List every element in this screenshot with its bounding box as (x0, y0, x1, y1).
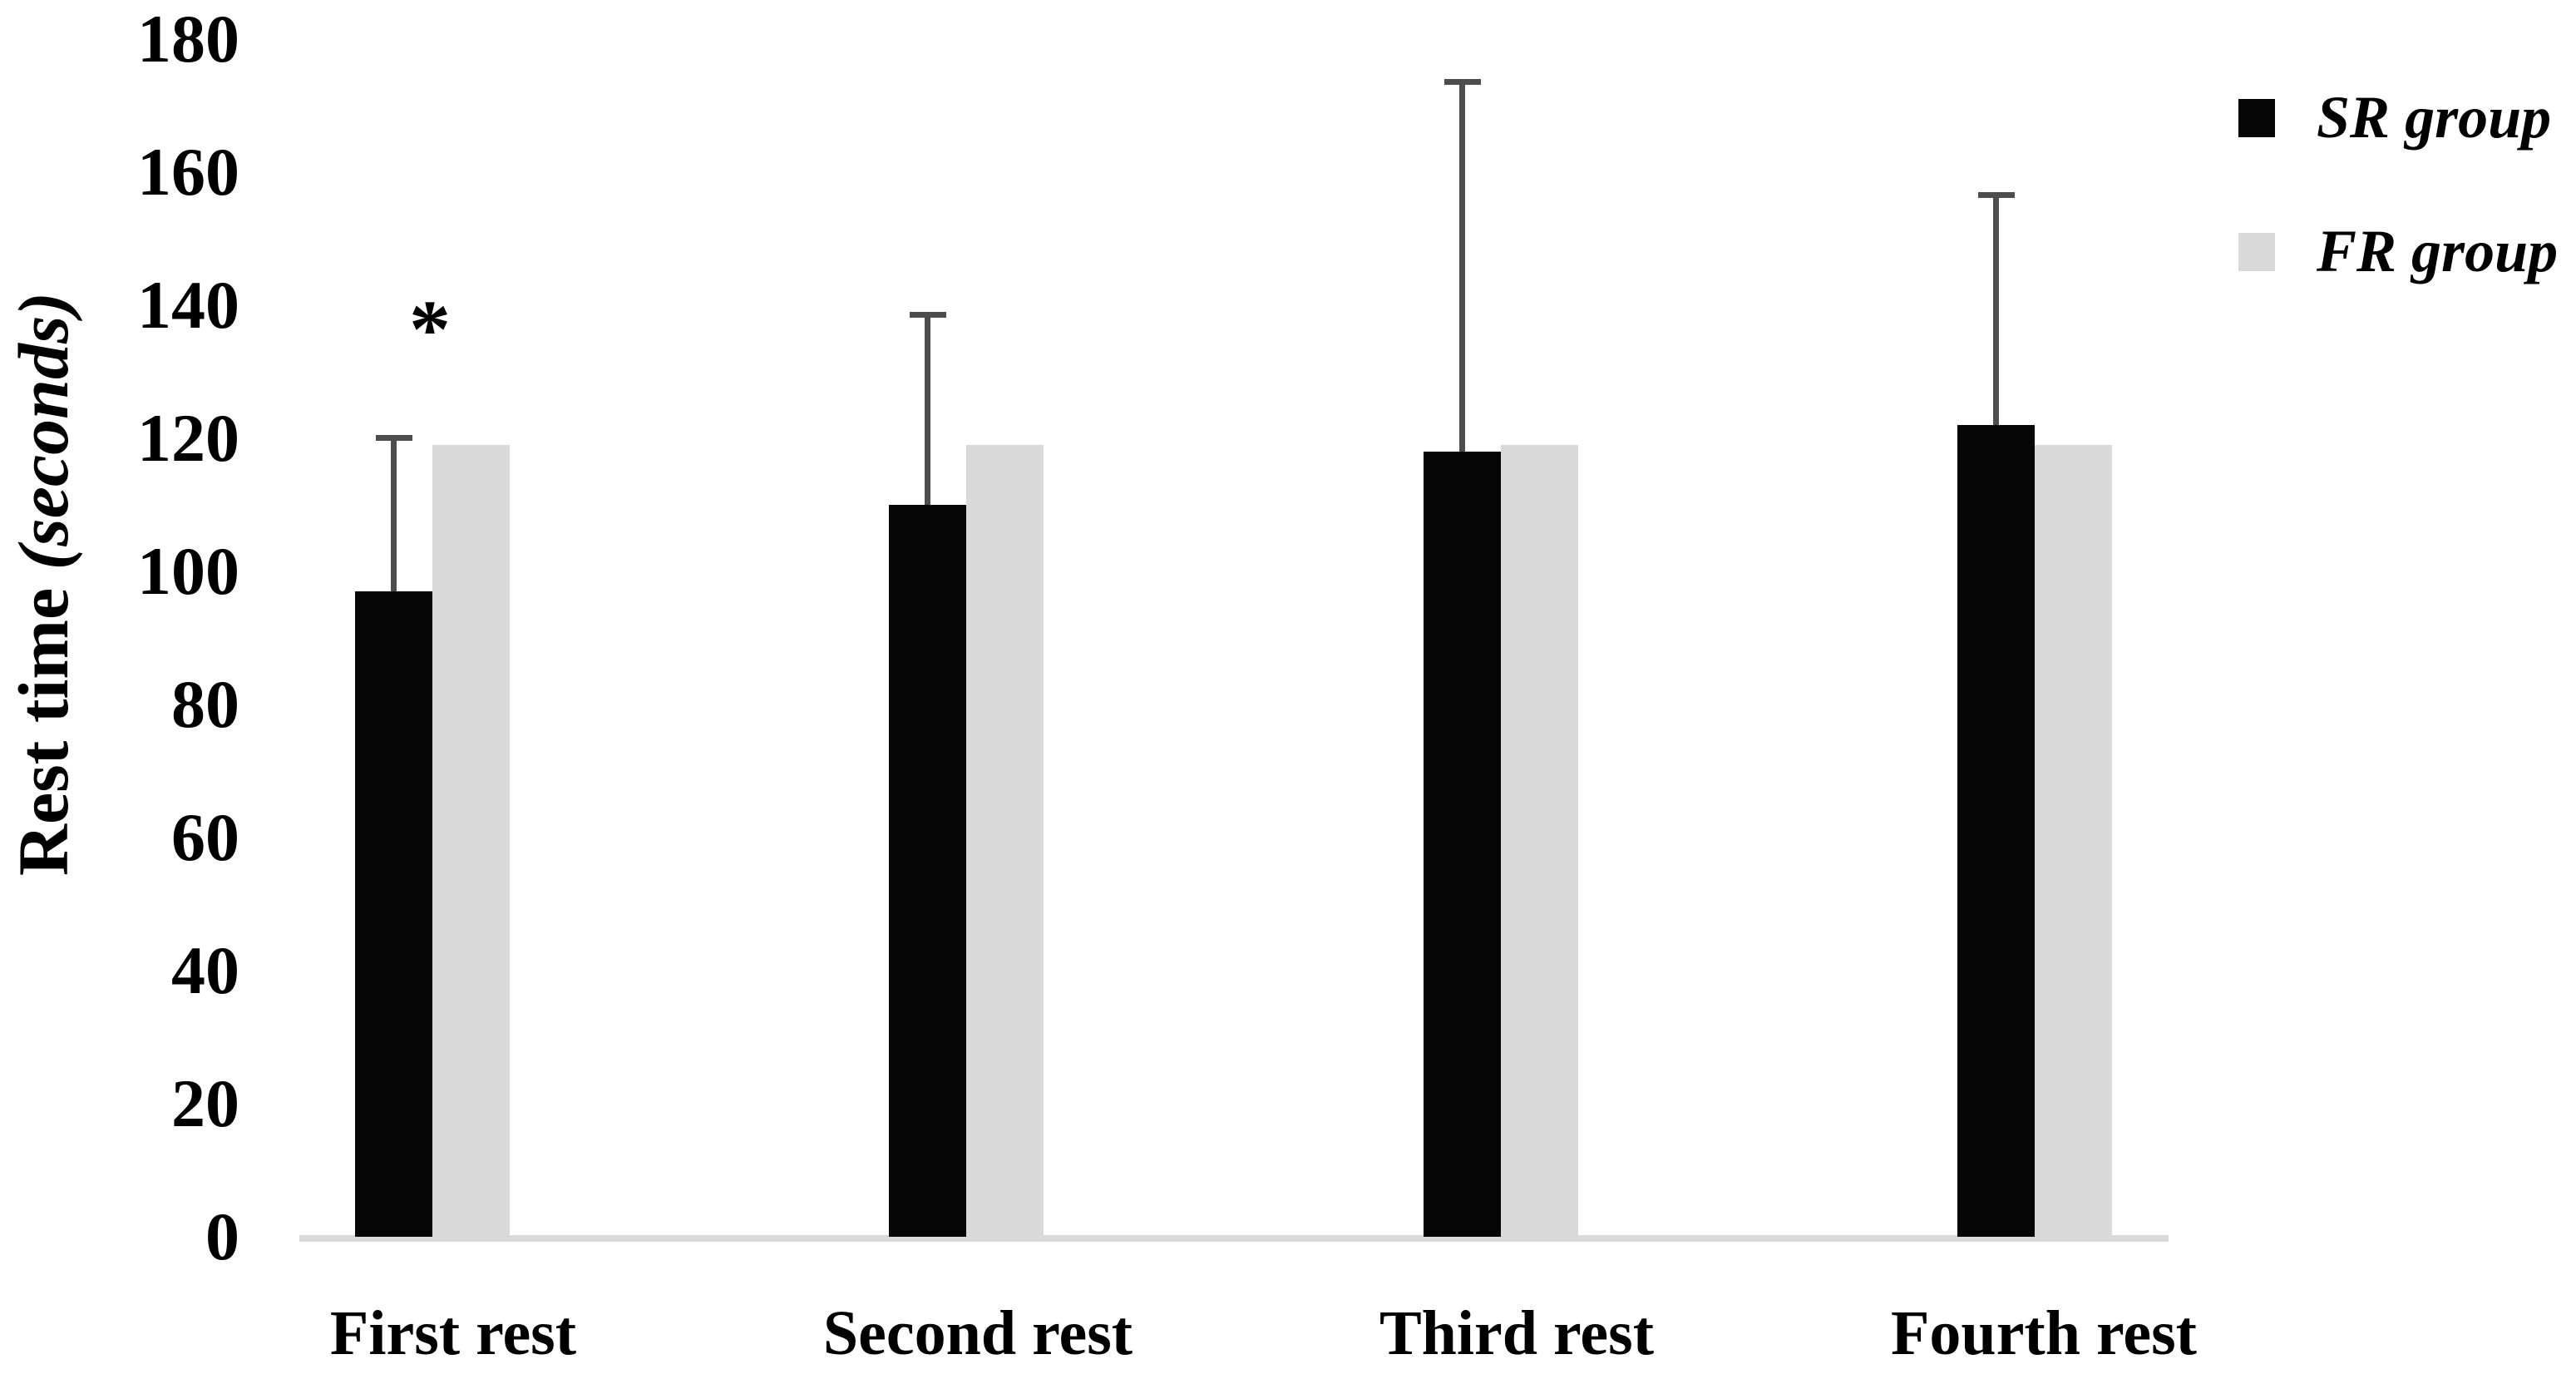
bar-fr-group (2035, 445, 2112, 1237)
bar-fr-group (1501, 445, 1578, 1237)
x-category-label: Third rest (1379, 1298, 1655, 1368)
legend-item: SR group (2238, 83, 2558, 152)
bar-fr-group (966, 445, 1044, 1237)
x-category-label: Second rest (822, 1298, 1133, 1368)
y-tick-label: 120 (137, 400, 239, 476)
y-tick-label: 0 (205, 1199, 239, 1274)
y-tick-label: 160 (137, 134, 239, 210)
y-tick-label: 140 (137, 267, 239, 343)
y-tick-label: 80 (171, 666, 239, 742)
y-tick-label: 40 (171, 932, 239, 1008)
x-axis-line (299, 1235, 2169, 1242)
error-bar-cap (1977, 192, 2015, 198)
error-bar-whisker (925, 312, 930, 517)
error-bar-whisker (1993, 192, 1999, 437)
error-bar-whisker (391, 435, 397, 603)
legend-swatch (2238, 98, 2275, 137)
legend-label: SR group (2317, 84, 2552, 151)
legend-label: FR group (2317, 218, 2559, 284)
error-bar-cap (375, 435, 412, 441)
y-tick-label: 100 (137, 533, 239, 609)
x-category-label: Fourth rest (1891, 1298, 2197, 1368)
x-category-label: First rest (329, 1298, 577, 1368)
bar-sr-group (889, 505, 966, 1237)
bar-sr-group (1424, 452, 1501, 1237)
significance-asterisk: * (409, 283, 451, 375)
y-tick-label: 60 (171, 799, 239, 875)
bar-sr-group (355, 591, 432, 1237)
y-tick-label: 20 (171, 1065, 239, 1141)
error-bar-cap (909, 312, 946, 318)
legend-swatch (2238, 232, 2275, 271)
error-bar-cap (1443, 79, 1481, 85)
error-bar-whisker (1459, 79, 1465, 463)
legend: SR group FR group (2238, 83, 2558, 351)
y-tick-label: 180 (137, 1, 239, 77)
bar-sr-group (1957, 425, 2035, 1237)
bar-fr-group (432, 445, 510, 1237)
legend-item: FR group (2238, 217, 2558, 286)
